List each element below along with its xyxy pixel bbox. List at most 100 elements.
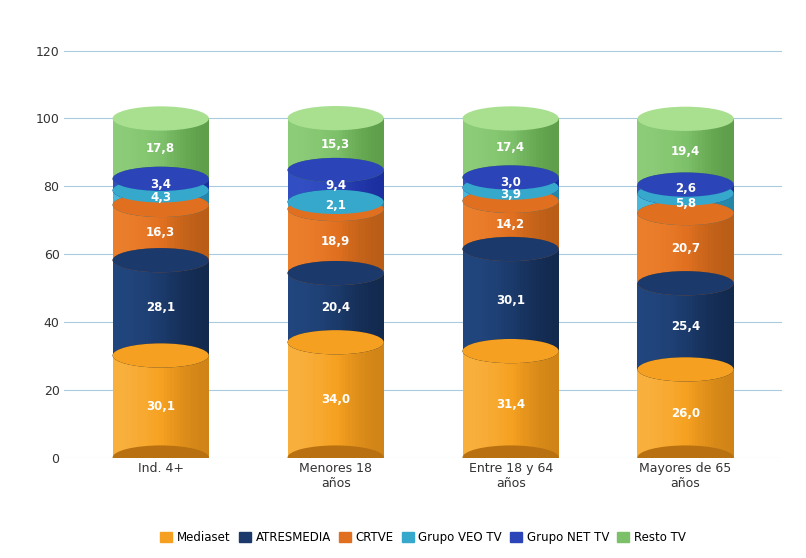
Bar	[126, 118, 129, 179]
Bar	[144, 205, 148, 260]
Bar	[186, 179, 189, 190]
Bar	[139, 355, 142, 458]
Bar	[670, 194, 673, 213]
Bar	[142, 355, 145, 458]
Bar	[717, 283, 721, 369]
Bar	[326, 342, 330, 458]
Bar	[345, 118, 349, 170]
Bar	[526, 249, 530, 351]
Bar	[724, 283, 728, 369]
Bar	[495, 351, 498, 458]
Bar	[692, 119, 696, 185]
Bar	[160, 205, 164, 260]
Bar	[717, 369, 721, 458]
Bar	[361, 209, 364, 273]
Ellipse shape	[288, 261, 384, 285]
Bar	[132, 179, 135, 190]
Bar	[374, 118, 377, 170]
Bar	[727, 119, 731, 185]
Bar	[307, 202, 310, 209]
Bar	[555, 351, 559, 458]
Bar	[644, 185, 647, 194]
Bar	[549, 187, 552, 201]
Bar	[132, 190, 135, 205]
Bar	[539, 249, 543, 351]
Bar	[724, 185, 728, 194]
Bar	[520, 118, 524, 177]
Bar	[469, 187, 472, 201]
Bar	[335, 170, 339, 202]
Bar	[696, 213, 699, 283]
Bar	[482, 118, 485, 177]
Text: 25,4: 25,4	[671, 320, 700, 333]
Bar	[714, 283, 718, 369]
Text: 20,7: 20,7	[671, 242, 700, 254]
Bar	[520, 177, 524, 187]
Bar	[374, 209, 377, 273]
Bar	[699, 119, 702, 185]
Bar	[355, 273, 359, 342]
Bar	[151, 260, 155, 355]
Bar	[654, 194, 657, 213]
Bar	[679, 194, 683, 213]
Bar	[374, 342, 377, 458]
Bar	[348, 273, 352, 342]
Bar	[704, 194, 708, 213]
Bar	[154, 260, 158, 355]
Bar	[469, 249, 472, 351]
Bar	[332, 170, 336, 202]
Bar	[326, 273, 330, 342]
Bar	[704, 369, 708, 458]
Bar	[196, 260, 199, 355]
Bar	[549, 249, 552, 351]
Bar	[374, 273, 377, 342]
Bar	[113, 205, 116, 260]
Ellipse shape	[113, 193, 209, 217]
Bar	[314, 273, 317, 342]
Bar	[294, 209, 297, 273]
Bar	[320, 170, 323, 202]
Ellipse shape	[113, 343, 209, 368]
Bar	[206, 260, 209, 355]
Bar	[523, 249, 527, 351]
Bar	[542, 249, 546, 351]
Bar	[167, 179, 171, 190]
Bar	[654, 283, 657, 369]
Bar	[721, 119, 725, 185]
Bar	[647, 283, 650, 369]
Bar	[523, 201, 527, 249]
Bar	[291, 273, 294, 342]
Bar	[202, 179, 206, 190]
Text: 34,0: 34,0	[321, 393, 351, 406]
Bar	[310, 118, 314, 170]
Bar	[116, 179, 119, 190]
Bar	[724, 194, 728, 213]
Bar	[288, 209, 291, 273]
Bar	[555, 187, 559, 201]
Bar	[180, 260, 183, 355]
Bar	[650, 119, 654, 185]
Bar	[297, 209, 301, 273]
Ellipse shape	[288, 190, 384, 214]
Bar	[330, 342, 333, 458]
Bar	[696, 283, 699, 369]
Bar	[348, 170, 352, 202]
Bar	[638, 213, 641, 283]
Bar	[508, 249, 511, 351]
Bar	[193, 260, 196, 355]
Bar	[368, 202, 371, 209]
Bar	[123, 205, 126, 260]
Bar	[699, 194, 702, 213]
Bar	[667, 194, 670, 213]
Bar	[508, 351, 511, 458]
Bar	[463, 201, 466, 249]
Bar	[180, 355, 183, 458]
Bar	[374, 170, 377, 202]
Ellipse shape	[463, 189, 559, 213]
Bar	[530, 118, 534, 177]
Bar	[476, 201, 479, 249]
Bar	[546, 187, 550, 201]
Bar	[183, 260, 186, 355]
Bar	[730, 119, 734, 185]
Bar	[186, 355, 189, 458]
